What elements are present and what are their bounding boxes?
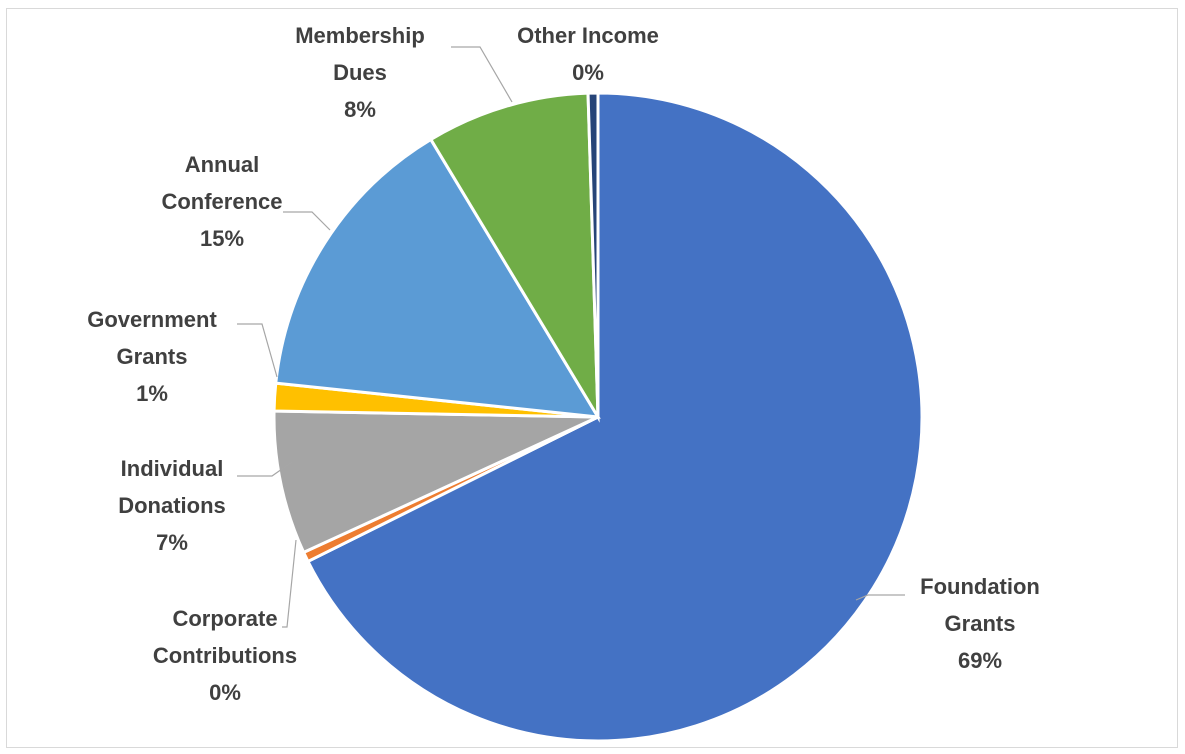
data-label-corporate-contributions: Corporate Contributions 0% xyxy=(153,606,297,705)
leader-line xyxy=(451,46,513,103)
slice-other-income xyxy=(586,91,600,418)
data-label-foundation-grants: Foundation Grants 69% xyxy=(920,574,1040,673)
slice-annual-conference xyxy=(274,137,601,419)
slice-foundation-grants xyxy=(305,91,924,743)
data-label-other-income: Other Income 0% xyxy=(517,23,659,85)
data-label-membership-dues: Membership Dues 8% xyxy=(295,23,425,122)
leader-line xyxy=(855,594,905,601)
data-label-annual-conference: Annual Conference 15% xyxy=(161,152,282,251)
data-label-individual-donations: Individual Donations 7% xyxy=(118,456,226,555)
leader-line xyxy=(237,323,278,378)
slice-membership-dues xyxy=(428,91,600,423)
pie-slices xyxy=(272,91,924,743)
leader-line xyxy=(283,211,331,231)
slice-individual-donations xyxy=(272,409,599,555)
data-label-government-grants: Government Grants 1% xyxy=(87,307,217,406)
data-labels: Foundation Grants 69% Corporate Contribution… xyxy=(87,23,1040,705)
leader-lines xyxy=(237,46,905,628)
leader-line xyxy=(282,539,297,628)
leader-line xyxy=(237,461,293,477)
